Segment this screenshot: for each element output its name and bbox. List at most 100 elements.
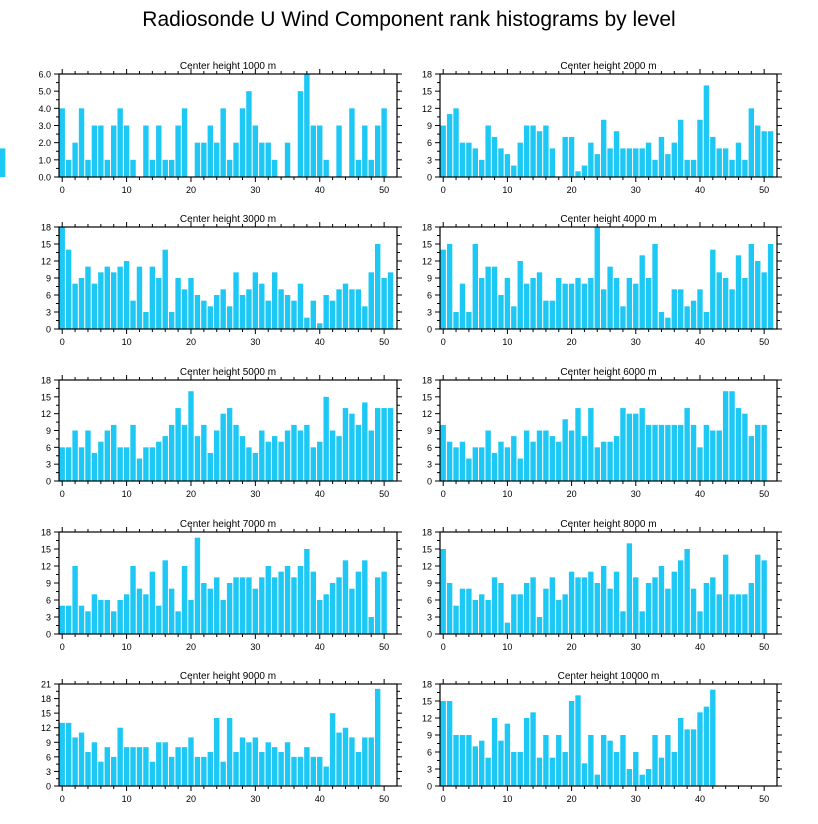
histogram-bar [143, 447, 149, 481]
histogram-bar [678, 718, 684, 786]
histogram-panel-9: Center height 10000 m 0 3 6 9 12 15 18 0 10 20 30 40… [422, 671, 782, 804]
x-tick-label: 40 [695, 489, 705, 499]
histogram-bar [690, 159, 697, 177]
histogram-bar [136, 266, 143, 329]
histogram-bar [607, 588, 613, 634]
histogram-bar [175, 611, 181, 634]
histogram-bar [620, 408, 626, 481]
histogram-bar [310, 571, 317, 634]
histogram-bar [111, 272, 117, 329]
histogram-bar [665, 317, 671, 329]
histogram-bar [304, 747, 310, 786]
y-tick-label: 6 [46, 443, 51, 453]
histogram-bar [562, 594, 568, 634]
x-tick-label: 0 [441, 489, 446, 499]
histogram-bar [78, 447, 85, 481]
y-tick-label: 9 [46, 738, 51, 748]
y-tick-label: 9 [427, 579, 432, 589]
histogram-bar [310, 300, 317, 329]
histogram-bar [78, 108, 85, 177]
histogram-bar [703, 583, 710, 634]
x-tick-label: 20 [186, 794, 196, 804]
histogram-bar [568, 701, 575, 786]
histogram-bar [233, 424, 239, 481]
histogram-bar [91, 125, 98, 177]
histogram-bar [143, 125, 149, 177]
histogram-bar [588, 571, 594, 634]
histogram-bar [252, 588, 259, 634]
histogram-bar [697, 447, 703, 481]
histogram-bar [252, 452, 259, 481]
y-tick-label: 3 [427, 613, 432, 623]
histogram-bar [594, 774, 600, 786]
histogram-bar [175, 278, 181, 329]
histogram-bar [162, 436, 168, 481]
histogram-bar [104, 430, 110, 481]
x-tick-label: 30 [250, 489, 260, 499]
histogram-bar [755, 554, 761, 634]
y-tick-label: 18 [422, 376, 432, 386]
y-tick-label: 9 [427, 121, 432, 131]
histogram-bar [690, 300, 697, 329]
histogram-bar [130, 424, 136, 481]
histogram-bar [716, 594, 722, 634]
histogram-bar [368, 430, 374, 481]
histogram-bar [162, 249, 168, 329]
histogram-bar [536, 430, 543, 481]
histogram-bar [149, 159, 156, 177]
histogram-bar [549, 436, 556, 481]
histogram-bar [626, 413, 633, 481]
histogram-bar [626, 278, 633, 329]
histogram-bar [581, 763, 588, 786]
histogram-bar [297, 430, 304, 481]
y-tick-label: 0 [46, 782, 51, 792]
panel-title: Center height 3000 m [180, 214, 276, 225]
histogram-bar [491, 452, 498, 481]
histogram-bar [117, 108, 123, 177]
histogram-bar [684, 159, 690, 177]
histogram-bar [466, 735, 472, 786]
histogram-bar [453, 108, 459, 177]
histogram-bar [498, 583, 504, 634]
histogram-bar [111, 424, 117, 481]
histogram-bar [742, 278, 748, 329]
histogram-bar [446, 583, 453, 634]
histogram-bar [684, 549, 690, 634]
histogram-bar [181, 108, 188, 177]
histogram-bar [511, 752, 517, 786]
histogram-bar [678, 289, 684, 329]
x-tick-label: 10 [502, 794, 512, 804]
histogram-bar [633, 283, 639, 329]
histogram-bar [278, 441, 284, 481]
histogram-bar [575, 577, 581, 634]
histogram-bar [156, 278, 162, 329]
histogram-bar [59, 605, 65, 634]
histogram-bar [111, 756, 117, 786]
histogram-bar [671, 142, 677, 177]
histogram-bar [291, 756, 297, 786]
histogram-bar [91, 283, 98, 329]
histogram-bar [594, 154, 600, 177]
histogram-bar [368, 617, 374, 634]
histogram-bar [214, 295, 220, 329]
x-tick-label: 50 [759, 489, 769, 499]
x-tick-label: 10 [122, 489, 132, 499]
histogram-panel-1: Center height 2000 m 0 3 6 9 12 15 18 0 10 20 30 40 5… [0, 61, 782, 195]
histogram-bar [703, 312, 710, 329]
histogram-bar [466, 588, 472, 634]
histogram-bar [678, 119, 684, 177]
histogram-bar [278, 571, 284, 634]
page-title: Radiosonde U Wind Component rank histogr… [142, 8, 676, 31]
histogram-bar [472, 746, 478, 786]
histogram-bar [594, 447, 600, 481]
histogram-bar [259, 142, 265, 177]
x-tick-label: 50 [379, 642, 389, 652]
histogram-bar [543, 588, 549, 634]
histogram-bar [123, 447, 130, 481]
histogram-bar [491, 577, 498, 634]
x-tick-label: 0 [60, 489, 65, 499]
histogram-bar [697, 289, 703, 329]
histogram-bar [575, 695, 581, 786]
y-tick-label: 18 [422, 223, 432, 233]
histogram-bar [201, 300, 207, 329]
